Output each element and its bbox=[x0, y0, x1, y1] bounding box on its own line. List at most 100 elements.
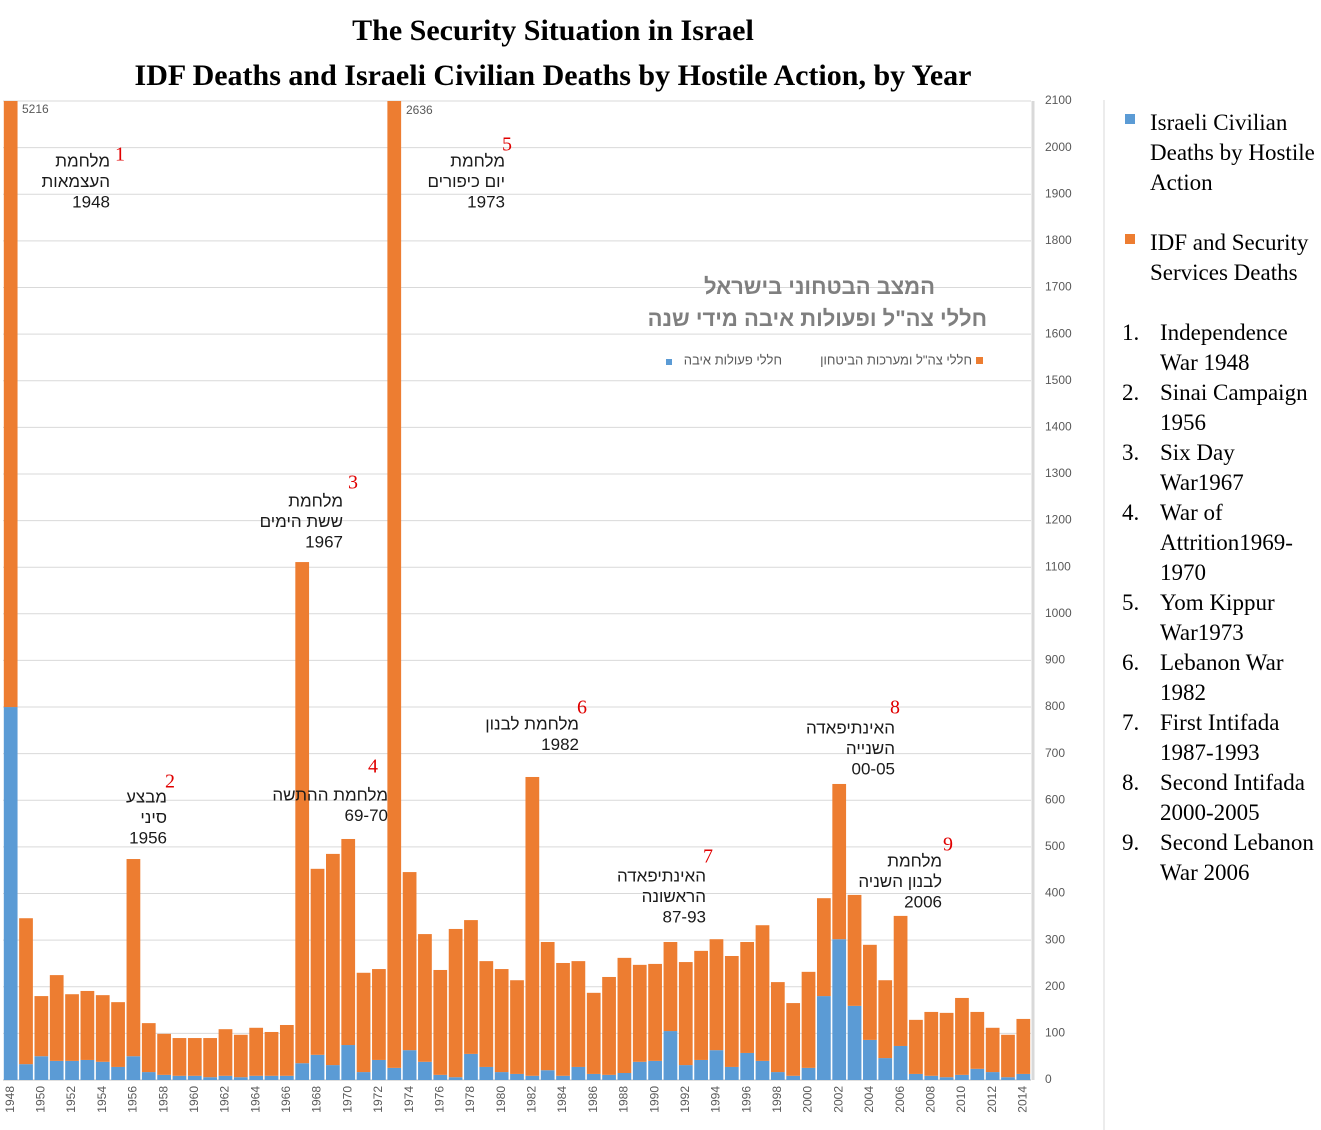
bar-segment bbox=[1016, 1018, 1031, 1074]
bar-segment bbox=[832, 939, 847, 1080]
bar-segment bbox=[770, 1072, 785, 1080]
bar-segment bbox=[341, 1045, 356, 1080]
bar-segment bbox=[678, 962, 693, 1066]
inner-legend-text: חללי פעולות איבה bbox=[684, 352, 782, 367]
bar-segment bbox=[863, 944, 877, 1040]
y-tick-label: 2100 bbox=[1045, 93, 1072, 107]
x-tick-label: 2010 bbox=[954, 1086, 968, 1113]
bar-segment bbox=[893, 915, 908, 1046]
bar-segment bbox=[770, 982, 785, 1073]
bar-segment bbox=[632, 1061, 647, 1080]
bar-segment bbox=[985, 1072, 1000, 1080]
bar-segment bbox=[126, 859, 141, 1057]
bar-segment bbox=[602, 1074, 616, 1080]
bar-segment bbox=[648, 1060, 662, 1080]
x-tick-label: 1948 bbox=[3, 1086, 17, 1113]
bar-segment bbox=[939, 1077, 954, 1080]
bar-segment bbox=[755, 925, 770, 1061]
bar-segment bbox=[111, 1002, 125, 1067]
bar-segment bbox=[172, 1075, 187, 1080]
x-tick-label: 1974 bbox=[402, 1086, 416, 1113]
bar-segment bbox=[586, 1073, 601, 1080]
inner-legend-swatch bbox=[666, 359, 672, 365]
bar-segment bbox=[740, 1052, 755, 1080]
bar-segment bbox=[279, 1075, 294, 1080]
note-text: Sinai Campaign 1956 bbox=[1160, 380, 1308, 435]
bar-segment bbox=[755, 1060, 770, 1080]
annotation-line: 1948 bbox=[72, 192, 110, 211]
side-panel: Israeli Civilian Deaths by Hostile Actio… bbox=[1110, 108, 1315, 888]
annotation-line: ששת הימים bbox=[260, 512, 343, 531]
note-number: 6. bbox=[1122, 650, 1140, 675]
bar-segment bbox=[402, 1050, 417, 1080]
bar-segment bbox=[387, 1067, 402, 1080]
annotation-line: 2006 bbox=[904, 892, 942, 911]
annotation-line: השנייה bbox=[846, 739, 895, 758]
bar-segment bbox=[909, 1019, 923, 1074]
bar-segment bbox=[632, 964, 647, 1062]
bar-segment bbox=[295, 1063, 310, 1080]
bar-segment bbox=[494, 969, 509, 1073]
annotation-number: 3 bbox=[348, 472, 358, 494]
bar-segment bbox=[510, 1073, 524, 1080]
bar-segment bbox=[970, 1011, 985, 1069]
bar-segment bbox=[909, 1073, 923, 1080]
bar-segment bbox=[19, 1064, 33, 1080]
bar-segment bbox=[264, 1075, 279, 1080]
x-tick-label: 1994 bbox=[709, 1086, 723, 1113]
annotation-line: 1956 bbox=[129, 828, 167, 847]
x-tick-label: 2008 bbox=[923, 1086, 937, 1113]
bar-segment bbox=[648, 963, 662, 1061]
bar-segment bbox=[617, 1073, 632, 1080]
annotation-line: האינתיפאדה bbox=[806, 718, 895, 737]
annotation-number: 4 bbox=[368, 756, 378, 778]
x-tick-label: 1970 bbox=[340, 1086, 354, 1113]
bar-segment bbox=[740, 942, 755, 1053]
note-text: Lebanon War 1982 bbox=[1160, 650, 1284, 705]
y-tick-label: 1200 bbox=[1045, 513, 1072, 527]
bar-segment bbox=[203, 1038, 218, 1078]
bar-segment bbox=[141, 1072, 156, 1080]
legend-label: IDF and Security Services Deaths bbox=[1150, 230, 1309, 285]
bar-segment bbox=[970, 1068, 985, 1080]
x-tick-label: 1960 bbox=[187, 1086, 201, 1113]
bar-segment bbox=[34, 1056, 49, 1080]
bar-segment bbox=[141, 1023, 156, 1073]
bar-segment bbox=[310, 1054, 325, 1080]
y-tick-label: 300 bbox=[1045, 932, 1065, 946]
bar-segment bbox=[955, 1074, 969, 1080]
note-number: 1. bbox=[1122, 320, 1140, 345]
y-tick-label: 900 bbox=[1045, 653, 1065, 667]
annotation-line: 1967 bbox=[305, 532, 343, 551]
bar-segment bbox=[65, 994, 79, 1061]
bar-segment bbox=[602, 976, 616, 1075]
note: 5. Yom Kippur War1973 bbox=[1110, 588, 1315, 648]
bar-segment bbox=[448, 1077, 463, 1080]
y-tick-label: 1600 bbox=[1045, 326, 1072, 340]
bar-segment bbox=[203, 1077, 218, 1080]
annotation-line: מלחמת ההתשה bbox=[272, 785, 388, 804]
bar-segment bbox=[832, 783, 847, 940]
legend-swatch bbox=[1125, 234, 1135, 244]
bar-segment bbox=[816, 996, 831, 1080]
data-label: 2636 bbox=[406, 103, 433, 117]
note-number: 4. bbox=[1122, 500, 1140, 525]
bar-segment bbox=[464, 920, 478, 1054]
annotation-line: 1973 bbox=[467, 192, 505, 211]
bar-segment bbox=[310, 868, 325, 1055]
bar-segment bbox=[893, 1045, 908, 1080]
annotation-line: מלחמת bbox=[288, 491, 343, 510]
bar-segment bbox=[1001, 1034, 1015, 1078]
bar-segment bbox=[510, 980, 524, 1074]
y-tick-label: 2000 bbox=[1045, 140, 1072, 154]
annotation-number: 2 bbox=[165, 771, 175, 793]
annotation-line: יום כיפורים bbox=[427, 172, 505, 191]
y-tick-label: 1100 bbox=[1045, 559, 1071, 573]
bar-segment bbox=[80, 1059, 95, 1080]
y-tick-label: 200 bbox=[1045, 979, 1065, 993]
x-tick-label: 1984 bbox=[555, 1086, 569, 1113]
bar-segment bbox=[786, 1075, 801, 1080]
bar-segment bbox=[111, 1066, 125, 1080]
bar-segment bbox=[709, 1050, 724, 1080]
